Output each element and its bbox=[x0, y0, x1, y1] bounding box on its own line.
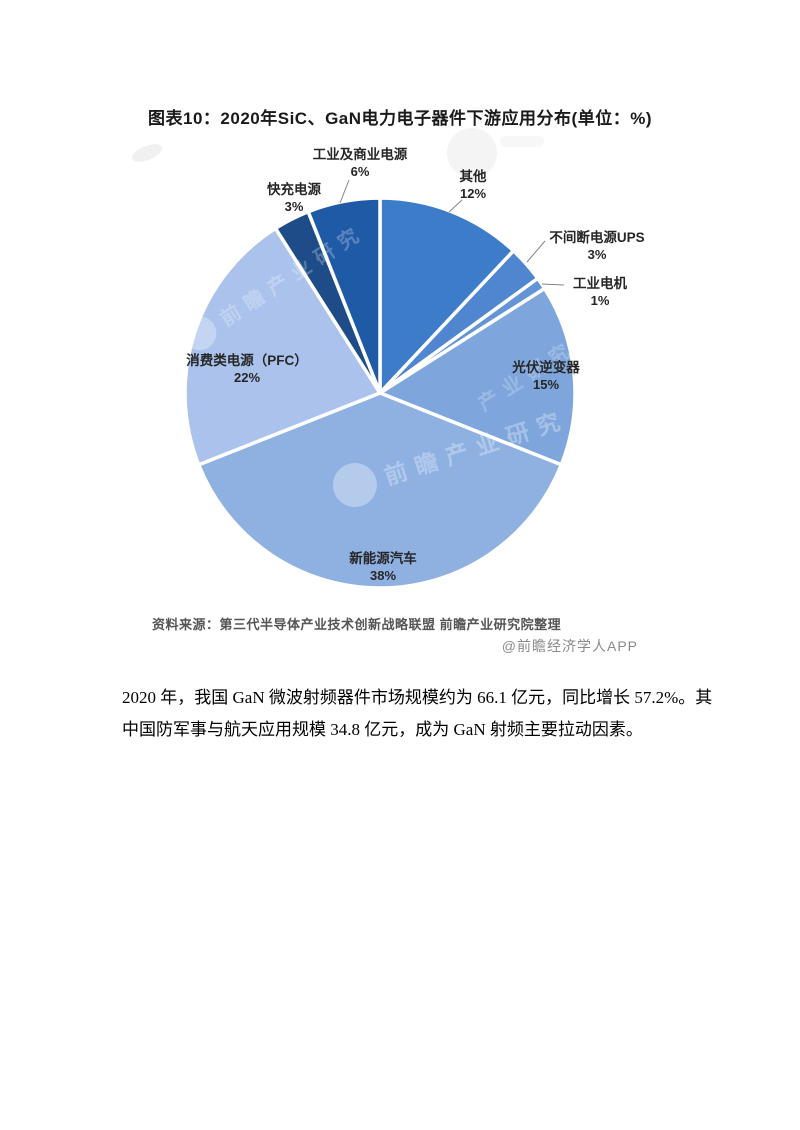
pie-slice-3 bbox=[378, 286, 577, 467]
slice-label-value: 1% bbox=[590, 293, 610, 308]
chart-title: 图表10：2020年SiC、GaN电力电子器件下游应用分布(单位：%) bbox=[148, 109, 652, 128]
pie-slice-0 bbox=[378, 196, 516, 395]
slice-label-value: 6% bbox=[350, 164, 370, 179]
slice-label-value: 3% bbox=[284, 199, 304, 214]
label-leader-line bbox=[339, 179, 350, 204]
slice-label-6: 快充电源 3% bbox=[267, 181, 321, 215]
brand-logo-watermark-icon bbox=[447, 128, 497, 178]
slice-label-5: 消费类电源（PFC） 22% bbox=[186, 352, 308, 386]
slice-label-name: 快充电源 bbox=[267, 182, 321, 197]
slice-label-value: 3% bbox=[587, 247, 607, 262]
pie-slice-4 bbox=[196, 391, 564, 590]
slice-label-3: 光伏逆变器 15% bbox=[512, 359, 580, 393]
pie-chart-figure: 前瞻产业研究 前瞻产业研究 产业研究院 其他 12% 不间断电源UPS 3% 工业电机 1… bbox=[0, 140, 800, 600]
slice-label-0: 其他 12% bbox=[460, 168, 487, 202]
slice-label-name: 消费类电源（PFC） bbox=[186, 353, 308, 368]
attribution-note: @前瞻经济学人APP bbox=[501, 638, 638, 654]
slice-label-value: 38% bbox=[369, 568, 397, 583]
body-paragraph: 2020 年，我国 GaN 微波射频器件市场规模约为 66.1 亿元，同比增长 … bbox=[122, 682, 712, 746]
slice-label-name: 工业及商业电源 bbox=[312, 147, 408, 162]
brand-watermark-trail bbox=[500, 136, 544, 147]
slice-label-name: 其他 bbox=[459, 169, 487, 184]
pie-slice-5 bbox=[183, 226, 382, 467]
slice-label-value: 15% bbox=[532, 377, 560, 392]
paragraph-line: 2020 年，我国 GaN 微波射频器件市场规模约为 66.1 亿元，同比增长 … bbox=[122, 688, 713, 707]
slice-label-value: 12% bbox=[459, 186, 487, 201]
slice-label-name: 工业电机 bbox=[573, 276, 627, 291]
label-leader-line bbox=[448, 199, 463, 213]
paragraph-line: 中国防军事与航天应用规模 34.8 亿元，成为 GaN 射频主要拉动因素。 bbox=[122, 720, 643, 739]
pie-chart-svg bbox=[183, 179, 577, 590]
slice-label-name: 新能源汽车 bbox=[349, 551, 417, 566]
slice-label-2: 工业电机 1% bbox=[573, 275, 627, 309]
slice-label-7: 工业及商业电源 6% bbox=[313, 146, 408, 180]
label-leader-line bbox=[526, 240, 546, 263]
slice-label-value: 22% bbox=[233, 370, 261, 385]
slice-label-name: 不间断电源UPS bbox=[549, 230, 645, 245]
slice-label-4: 新能源汽车 38% bbox=[349, 550, 417, 584]
slice-label-1: 不间断电源UPS 3% bbox=[549, 229, 644, 263]
slice-label-name: 光伏逆变器 bbox=[512, 360, 580, 375]
source-note: 资料来源：第三代半导体产业技术创新战略联盟 前瞻产业研究院整理 bbox=[152, 617, 562, 632]
label-leader-line bbox=[541, 283, 565, 286]
pie-slice-7 bbox=[306, 196, 382, 395]
